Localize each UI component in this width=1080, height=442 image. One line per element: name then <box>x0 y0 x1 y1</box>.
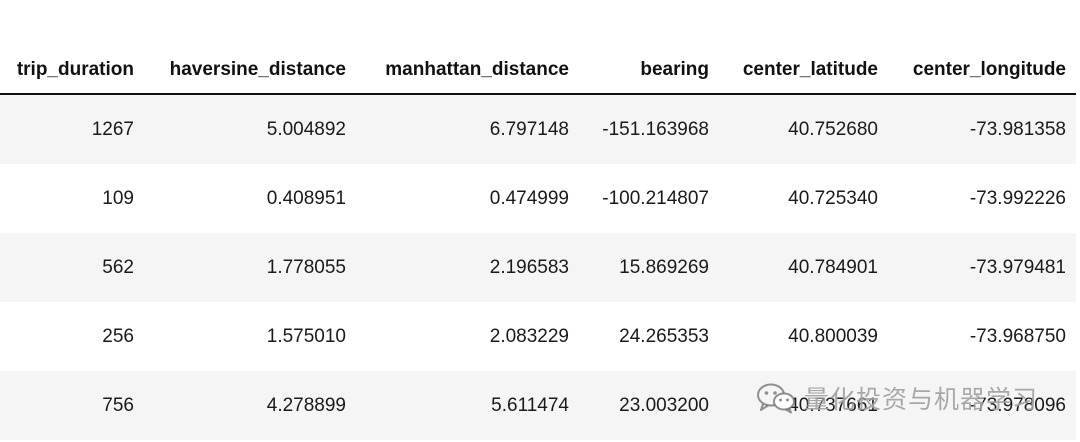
column-header-center-latitude: center_latitude <box>719 0 888 95</box>
cell-haversine-distance: 1.778055 <box>144 233 356 302</box>
table-header-row: trip_duration haversine_distance manhatt… <box>0 0 1076 95</box>
table-row: 109 0.408951 0.474999 -100.214807 40.725… <box>0 164 1076 233</box>
cell-haversine-distance: 1.575010 <box>144 302 356 371</box>
cell-haversine-distance: 4.278899 <box>144 371 356 440</box>
cell-center-latitude: 40.725340 <box>719 164 888 233</box>
column-header-bearing: bearing <box>579 0 719 95</box>
cell-trip-duration: 562 <box>0 233 144 302</box>
cell-bearing: -100.214807 <box>579 164 719 233</box>
column-header-trip-duration: trip_duration <box>0 0 144 95</box>
cell-trip-duration: 109 <box>0 164 144 233</box>
cell-center-latitude: 40.737661 <box>719 371 888 440</box>
cell-trip-duration: 256 <box>0 302 144 371</box>
cell-center-longitude: -73.978096 <box>888 371 1076 440</box>
cell-center-longitude: -73.968750 <box>888 302 1076 371</box>
cell-center-longitude: -73.981358 <box>888 94 1076 164</box>
cell-manhattan-distance: 5.611474 <box>356 371 579 440</box>
cell-manhattan-distance: 0.474999 <box>356 164 579 233</box>
cell-bearing: 23.003200 <box>579 371 719 440</box>
cell-bearing: 15.869269 <box>579 233 719 302</box>
cell-haversine-distance: 0.408951 <box>144 164 356 233</box>
cell-center-latitude: 40.784901 <box>719 233 888 302</box>
cell-center-longitude: -73.992226 <box>888 164 1076 233</box>
table-row: 756 4.278899 5.611474 23.003200 40.73766… <box>0 371 1076 440</box>
table-row: 256 1.575010 2.083229 24.265353 40.80003… <box>0 302 1076 371</box>
column-header-manhattan-distance: manhattan_distance <box>356 0 579 95</box>
column-header-center-longitude: center_longitude <box>888 0 1076 95</box>
cell-bearing: -151.163968 <box>579 94 719 164</box>
cell-trip-duration: 756 <box>0 371 144 440</box>
cell-manhattan-distance: 6.797148 <box>356 94 579 164</box>
cell-bearing: 24.265353 <box>579 302 719 371</box>
table-row: 1267 5.004892 6.797148 -151.163968 40.75… <box>0 94 1076 164</box>
cell-trip-duration: 1267 <box>0 94 144 164</box>
cell-center-longitude: -73.979481 <box>888 233 1076 302</box>
cell-manhattan-distance: 2.196583 <box>356 233 579 302</box>
cell-haversine-distance: 5.004892 <box>144 94 356 164</box>
cell-center-latitude: 40.800039 <box>719 302 888 371</box>
cell-manhattan-distance: 2.083229 <box>356 302 579 371</box>
table-row: 562 1.778055 2.196583 15.869269 40.78490… <box>0 233 1076 302</box>
cell-center-latitude: 40.752680 <box>719 94 888 164</box>
column-header-haversine-distance: haversine_distance <box>144 0 356 95</box>
